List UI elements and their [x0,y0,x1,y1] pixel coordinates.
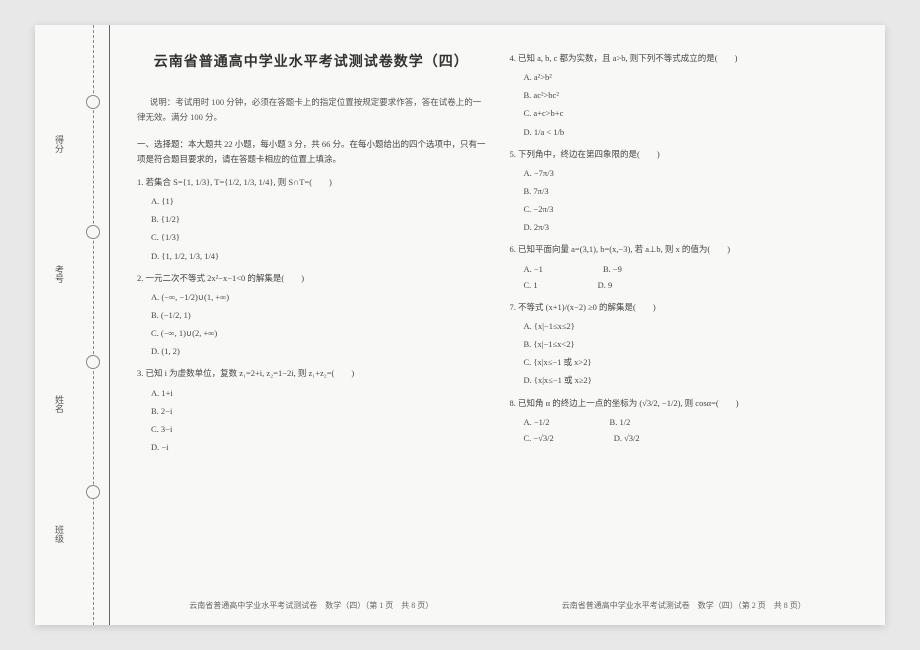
q6-opt-b: B. −9 [603,261,622,277]
question-7: 7. 不等式 (x+1)/(x−2) ≥0 的解集是( ) A. {x|−1≤x… [510,299,859,389]
question-4: 4. 已知 a, b, c 都为实数，且 a>b, 则下列不等式成立的是( ) … [510,50,859,140]
q3-opt-b: B. 2−i [151,403,486,419]
margin-label-class: 班级 [53,525,66,543]
binding-hole [86,485,100,499]
q3-opt-d: D. −i [151,439,486,455]
q4-opt-b: B. ac²>bc² [524,87,859,103]
q8-stem: 8. 已知角 α 的终边上一点的坐标为 (√3/2, −1/2), 则 cosα… [510,395,859,411]
q8-opt-c: C. −√3/2 [524,430,554,446]
q1-opt-b: B. {1/2} [151,211,486,227]
q7-opt-d: D. {x|x≤−1 或 x≥2} [524,372,859,388]
q4-stem: 4. 已知 a, b, c 都为实数，且 a>b, 则下列不等式成立的是( ) [510,50,859,66]
footer-right: 云南省普通高中学业水平考试测试卷 数学（四）（第 2 页 共 8 页） [498,598,871,613]
q5-opt-d: D. 2π/3 [524,219,859,235]
section-1-head: 一、选择题：本大题共 22 小题，每小题 3 分，共 66 分。在每小题给出的四… [137,137,486,166]
q5-stem: 5. 下列角中，终边在第四象限的是( ) [510,146,859,162]
q1-opt-d: D. {1, 1/2, 1/3, 1/4} [151,248,486,264]
question-6: 6. 已知平面向量 a=(3,1), b=(x,−3), 若 a⊥b, 则 x … [510,241,859,292]
q6-stem: 6. 已知平面向量 a=(3,1), b=(x,−3), 若 a⊥b, 则 x … [510,241,859,257]
left-column: 云南省普通高中学业水平考试测试卷数学（四） 说明：考试用时 100 分钟，必须在… [125,50,498,615]
q2-stem: 2. 一元二次不等式 2x²−x−1<0 的解集是( ) [137,270,486,286]
q6-opt-a: A. −1 [524,261,543,277]
q7-opt-a: A. {x|−1≤x≤2} [524,318,859,334]
instructions: 说明：考试用时 100 分钟，必须在答题卡上的指定位置按规定要求作答，答在试卷上… [137,95,486,126]
q2-opt-b: B. (−1/2, 1) [151,307,486,323]
q6-opt-c: C. 1 [524,277,538,293]
footer-left: 云南省普通高中学业水平考试测试卷 数学（四）（第 1 页 共 8 页） [125,598,498,613]
q3-stem: 3. 已知 i 为虚数单位，复数 z₁=2+i, z₂=1−2i, 则 z₁+z… [137,365,486,381]
q1-opt-c: C. {1/3} [151,229,486,245]
q6-opt-d: D. 9 [598,277,613,293]
dash-line [93,25,94,625]
binding-hole [86,225,100,239]
q7-opt-b: B. {x|−1≤x<2} [524,336,859,352]
q2-opt-a: A. (−∞, −1/2)∪(1, +∞) [151,289,486,305]
exam-title: 云南省普通高中学业水平考试测试卷数学（四） [137,50,486,77]
q3-opt-a: A. 1+i [151,385,486,401]
q2-opt-c: C. (−∞, 1)∪(2, +∞) [151,325,486,341]
q1-opt-a: A. {1} [151,193,486,209]
q5-opt-a: A. −7π/3 [524,165,859,181]
question-3: 3. 已知 i 为虚数单位，复数 z₁=2+i, z₂=1−2i, 则 z₁+z… [137,365,486,455]
q4-opt-a: A. a²>b² [524,69,859,85]
q4-opt-d: D. 1/a < 1/b [524,124,859,140]
q7-opt-c: C. {x|x≤−1 或 x>2} [524,354,859,370]
margin-label-examno: 考号 [53,265,66,283]
question-1: 1. 若集合 S={1, 1/3}, T={1/2, 1/3, 1/4}, 则 … [137,174,486,264]
margin-label-name: 姓名 [53,395,66,413]
q4-opt-c: C. a+c>b+c [524,105,859,121]
question-2: 2. 一元二次不等式 2x²−x−1<0 的解集是( ) A. (−∞, −1/… [137,270,486,360]
right-column: 4. 已知 a, b, c 都为实数，且 a>b, 则下列不等式成立的是( ) … [498,50,871,615]
question-5: 5. 下列角中，终边在第四象限的是( ) A. −7π/3 B. 7π/3 C.… [510,146,859,236]
question-8: 8. 已知角 α 的终边上一点的坐标为 (√3/2, −1/2), 则 cosα… [510,395,859,446]
margin-label-score: 得分 [53,135,66,153]
binding-margin: 得分 考号 姓名 班级 [35,25,110,625]
content-area: 云南省普通高中学业水平考试测试卷数学（四） 说明：考试用时 100 分钟，必须在… [110,25,885,625]
q1-stem: 1. 若集合 S={1, 1/3}, T={1/2, 1/3, 1/4}, 则 … [137,174,486,190]
q8-opt-b: B. 1/2 [610,414,631,430]
exam-page: 得分 考号 姓名 班级 云南省普通高中学业水平考试测试卷数学（四） 说明：考试用… [35,25,885,625]
q2-opt-d: D. (1, 2) [151,343,486,359]
binding-hole [86,355,100,369]
q5-opt-c: C. −2π/3 [524,201,859,217]
q5-opt-b: B. 7π/3 [524,183,859,199]
binding-hole [86,95,100,109]
q8-opt-d: D. √3/2 [614,430,640,446]
q8-opt-a: A. −1/2 [524,414,550,430]
q3-opt-c: C. 3−i [151,421,486,437]
q7-stem: 7. 不等式 (x+1)/(x−2) ≥0 的解集是( ) [510,299,859,315]
